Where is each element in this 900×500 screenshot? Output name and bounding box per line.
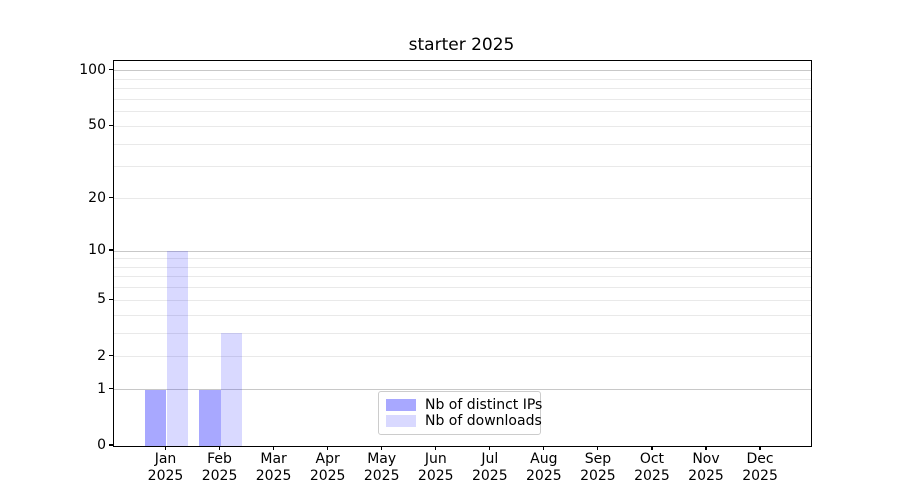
y-tick-label-50: 50: [88, 117, 106, 134]
x-tick-label-jul: Jul 2025: [471, 451, 508, 484]
x-tick-sep: [597, 446, 599, 450]
x-tick-feb: [218, 446, 221, 450]
gridline-minor-80: [114, 88, 811, 90]
gridline-minor-4: [114, 314, 811, 316]
chart-title: starter 2025: [408, 35, 515, 55]
x-tick-label-feb: Feb 2025: [201, 451, 238, 484]
legend: Nb of distinct IPs Nb of downloads: [378, 391, 542, 435]
bar-downloads-feb: [220, 333, 243, 446]
gridline-minor-3: [114, 332, 811, 334]
x-tick-nov: [705, 446, 707, 450]
x-tick-label-nov: Nov 2025: [688, 451, 724, 484]
gridline-minor-2: [114, 356, 811, 358]
gridline-major-10: [114, 250, 811, 252]
y-tick-label-0: 0: [97, 437, 106, 453]
x-tick-label-sep: Sep 2025: [580, 451, 616, 484]
gridline-minor-9: [114, 258, 811, 260]
x-tick-label-jan: Jan 2025: [147, 451, 184, 484]
legend-swatch-downloads: [386, 415, 416, 427]
x-tick-label-may: May 2025: [363, 451, 400, 484]
gridline-major-1: [114, 389, 811, 391]
gridline-minor-8: [114, 266, 811, 268]
y-tick-20: [109, 196, 113, 199]
gridline-minor-60: [114, 111, 811, 113]
x-tick-jul: [489, 446, 491, 450]
y-tick-1: [109, 388, 113, 390]
x-tick-aug: [543, 446, 545, 450]
x-tick-label-aug: Aug 2025: [526, 451, 562, 484]
x-tick-jan: [164, 446, 167, 450]
gridline-minor-6: [114, 287, 811, 289]
y-tick-label-100: 100: [79, 61, 106, 78]
x-tick-jun: [435, 446, 437, 450]
y-tick-50: [109, 124, 113, 126]
x-tick-dec: [759, 446, 761, 450]
x-tick-label-jun: Jun 2025: [417, 451, 454, 484]
bar-downloads-jan: [166, 251, 189, 446]
y-tick-label-5: 5: [97, 291, 106, 308]
x-tick-apr: [327, 446, 329, 450]
legend-entry-downloads: Nb of downloads: [386, 413, 542, 429]
x-tick-label-oct: Oct 2025: [634, 451, 670, 484]
plot-area: [113, 60, 812, 447]
legend-label-distinct-ips: Nb of distinct IPs: [425, 397, 543, 413]
gridline-minor-30: [114, 166, 811, 168]
bar-distinct-ips-jan: [144, 389, 167, 446]
gridline-minor-5: [114, 299, 811, 301]
y-tick-10: [109, 249, 113, 251]
y-tick-label-2: 2: [97, 347, 106, 364]
y-tick-100: [109, 69, 113, 71]
gridline-minor-40: [114, 143, 811, 145]
y-tick-2: [109, 355, 113, 357]
legend-swatch-distinct-ips: [386, 399, 416, 411]
y-tick-label-1: 1: [97, 380, 106, 397]
gridline-minor-7: [114, 276, 811, 278]
gridline-major-100: [114, 70, 811, 72]
x-tick-label-apr: Apr 2025: [309, 451, 346, 484]
gridline-minor-20: [114, 198, 811, 199]
gridline-minor-70: [114, 98, 811, 100]
y-tick-0: [109, 444, 113, 446]
x-tick-mar: [273, 446, 275, 450]
bar-distinct-ips-feb: [198, 389, 221, 446]
legend-label-downloads: Nb of downloads: [425, 413, 542, 429]
x-tick-may: [381, 446, 383, 450]
x-tick-oct: [651, 446, 653, 450]
gridline-minor-50: [114, 125, 811, 127]
y-tick-label-10: 10: [88, 242, 106, 259]
y-tick-5: [109, 298, 113, 300]
x-tick-label-dec: Dec 2025: [742, 451, 778, 484]
y-tick-label-20: 20: [88, 189, 106, 206]
gridline-minor-90: [114, 78, 811, 80]
legend-entry-distinct-ips: Nb of distinct IPs: [386, 397, 542, 413]
x-tick-label-mar: Mar 2025: [255, 451, 292, 484]
